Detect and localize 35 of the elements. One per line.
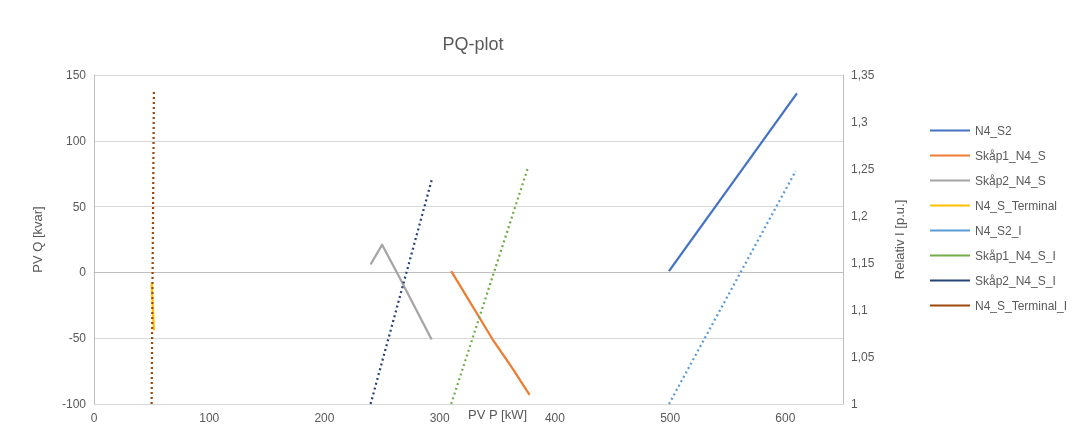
y2-tick-label: 1,15 (851, 256, 875, 270)
legend-label: Skåp1_N4_S_I (975, 248, 1056, 263)
legend-label: N4_S2 (975, 123, 1013, 138)
legend-label: N4_S2_I (975, 223, 1022, 238)
y2-tick-label: 1,1 (851, 303, 869, 317)
y-axis-title: PV Q [kvar] (30, 206, 45, 273)
y-tick-label: 100 (65, 133, 87, 148)
y2-tick-label: 1,25 (851, 162, 875, 176)
legend-label: Skåp1_N4_S (975, 148, 1046, 163)
y2-tick-label: 1,3 (851, 115, 869, 129)
chart-title: PQ-plot (442, 34, 504, 54)
x-tick-label: 0 (90, 411, 98, 425)
x-tick-label: 200 (314, 411, 335, 425)
y-tick-label: -100 (61, 397, 87, 411)
x-tick-label: 600 (775, 411, 796, 425)
legend-label: N4_S_Terminal (975, 198, 1058, 213)
y-tick-label: 0 (79, 265, 87, 280)
y2-tick-label: 1,2 (851, 209, 869, 223)
line-series (450, 269, 531, 396)
x-axis-title: PV P [kW] (468, 407, 528, 422)
x-tick-label: 300 (429, 411, 451, 425)
y-tick-label: -50 (68, 331, 87, 346)
x-tick-label: 400 (544, 411, 566, 425)
y2-tick-label: 1,35 (851, 68, 875, 82)
legend-label: Skåp2_N4_S_I (975, 273, 1056, 288)
y-tick-label: 50 (72, 199, 87, 214)
line-series (369, 243, 433, 341)
x-tick-label: 500 (660, 411, 681, 425)
legend-label: N4_S_Terminal_I (975, 298, 1068, 313)
y2-tick-label: 1,05 (851, 350, 875, 364)
x-tick-label: 100 (199, 411, 220, 425)
legend-label: Skåp2_N4_S (975, 173, 1046, 188)
y-tick-label: 150 (65, 68, 87, 82)
y2-tick-label: 1 (851, 397, 858, 411)
y2-axis-title: Relativ I [p.u.] (892, 199, 907, 280)
